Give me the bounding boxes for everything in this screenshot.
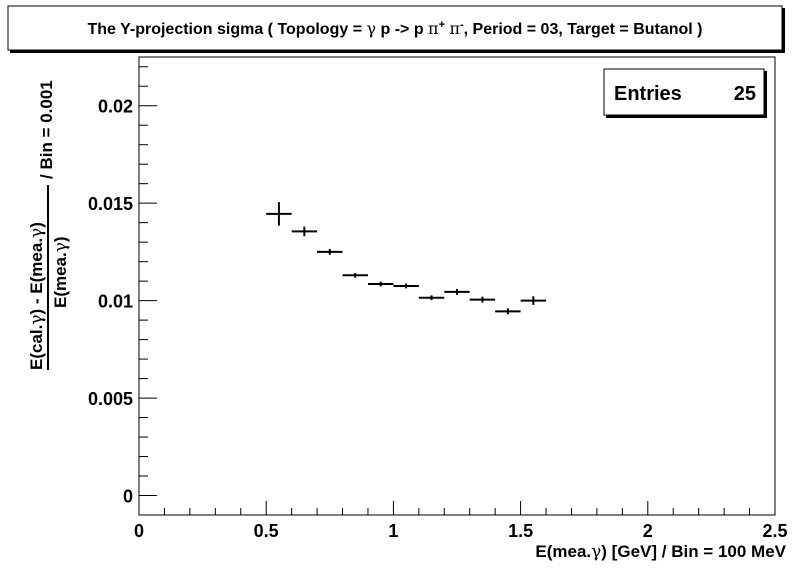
x-axis-ticks xyxy=(138,501,776,515)
y-tick-label: 0 xyxy=(123,487,133,507)
y-axis-title: E(cal.γ) - E(mea.γ) E(mea.γ) / Bin = 0.0… xyxy=(27,80,71,370)
text-run: , Period = 03, Target = Butanol ) xyxy=(464,21,703,38)
stats-entries-label: Entries xyxy=(614,83,682,105)
x-tick-label: 2 xyxy=(643,521,653,541)
x-axis-tick-labels: 0 0.5 1 1.5 2 2.5 xyxy=(134,521,788,541)
data-point xyxy=(291,226,318,237)
y-axis-tick-labels: 0 0.005 0.01 0.015 0.02 xyxy=(88,97,133,507)
superscript: + xyxy=(439,19,445,31)
stats-box xyxy=(603,68,765,116)
data-point xyxy=(495,308,521,315)
data-point xyxy=(444,288,470,295)
text-run: E(cal. xyxy=(27,325,46,370)
y-tick-label: 0.01 xyxy=(98,292,133,312)
y-axis-title-denominator: E(mea.γ) xyxy=(51,236,71,308)
text-run: ) - E(mea. xyxy=(27,238,46,315)
x-axis-title: E(mea.γ) [GeV] / Bin = 100 MeV xyxy=(535,542,786,562)
title-box-shadow-right xyxy=(782,8,785,53)
data-point xyxy=(367,281,394,287)
text-run: ) [GeV] / Bin = 100 MeV xyxy=(601,542,786,561)
text-run: The Y-projection sigma ( Topology = xyxy=(87,21,366,38)
data-points xyxy=(266,202,547,315)
data-point xyxy=(266,202,292,226)
x-tick-label: 2.5 xyxy=(762,521,787,541)
superscript: - xyxy=(460,19,464,31)
text-run: / Bin = 0.001 xyxy=(37,80,56,179)
data-point xyxy=(520,296,547,305)
y-tick-label: 0.02 xyxy=(98,97,133,117)
greek-symbol: γ xyxy=(27,228,47,238)
stats-entries-value: 25 xyxy=(734,83,756,105)
text-run: E(mea. xyxy=(535,542,591,561)
title-box-shadow-bottom xyxy=(10,50,784,53)
y-axis-ticks xyxy=(139,66,157,516)
greek-symbol: π xyxy=(428,19,439,38)
stats-box-shadow-right xyxy=(764,71,767,118)
stats-box-shadow-bottom xyxy=(606,115,766,118)
x-tick-label: 0 xyxy=(134,521,144,541)
text-run: ) xyxy=(27,222,46,228)
data-point xyxy=(393,283,419,289)
y-tick-label: 0.005 xyxy=(88,389,133,409)
data-point xyxy=(469,296,496,303)
greek-symbol: π xyxy=(449,19,460,38)
plot-frame xyxy=(138,56,776,516)
x-tick-label: 0.5 xyxy=(254,521,279,541)
greek-symbol: γ xyxy=(366,19,376,38)
text-run: ) xyxy=(51,236,70,242)
x-tick-label: 1 xyxy=(388,521,398,541)
data-point xyxy=(317,248,343,255)
y-axis-title-suffix: / Bin = 0.001 xyxy=(37,80,56,179)
greek-symbol: γ xyxy=(27,314,47,324)
data-point xyxy=(342,272,368,278)
greek-symbol: γ xyxy=(51,242,71,252)
text-run: E(mea. xyxy=(51,252,70,308)
greek-symbol: γ xyxy=(591,542,601,562)
chart-title: The Y-projection sigma ( Topology = γ p … xyxy=(87,19,702,38)
text-run: p -> p xyxy=(376,21,428,38)
y-tick-label: 0.015 xyxy=(88,194,133,214)
x-tick-label: 1.5 xyxy=(508,521,533,541)
y-axis-title-numerator: E(cal.γ) - E(mea.γ) xyxy=(27,222,47,370)
data-point xyxy=(418,295,445,301)
title-box xyxy=(7,5,783,51)
